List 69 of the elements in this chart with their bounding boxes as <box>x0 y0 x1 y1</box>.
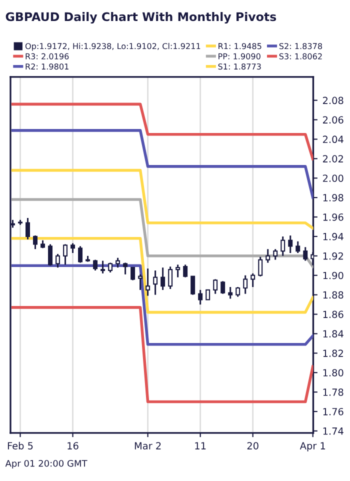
candlestick <box>63 243 68 266</box>
candlestick <box>190 276 196 296</box>
legend-label: R3: 2.0196 <box>26 53 69 60</box>
legend-label: Op:1.9172, Hi:1.9238, Lo:1.9102, Cl:1.9211 <box>25 42 200 51</box>
y-tick-label: 2.04 <box>322 136 344 144</box>
y-tick-label: 2.02 <box>322 155 343 162</box>
x-tick-label: 11 <box>195 442 206 450</box>
candlestick <box>176 264 180 278</box>
candlestick <box>168 266 173 290</box>
candlestick <box>228 286 233 300</box>
candlestick <box>78 245 83 264</box>
candlestick <box>273 248 278 261</box>
y-tick-label: 1.82 <box>323 350 343 357</box>
legend-label: S3: 1.8062 <box>279 53 322 60</box>
candlestick <box>220 280 226 295</box>
candlestick <box>198 289 203 306</box>
y-tick-label: 1.88 <box>323 291 344 299</box>
candlestick <box>160 266 166 291</box>
candlestick <box>26 217 30 240</box>
candlestick <box>206 289 210 300</box>
text: Apr 01 20:00 GMT <box>5 460 88 469</box>
chart-title: GBPAUD Daily Chart With Monthly Pivots <box>6 12 276 24</box>
y-tick-label: 1.74 <box>323 428 344 435</box>
legend-label: S2: 1.8378 <box>279 43 322 50</box>
legend-label: R2: 1.9801 <box>26 64 68 70</box>
candlestick <box>288 234 293 254</box>
y-tick-label: 1.96 <box>323 213 344 221</box>
candlestick <box>213 278 218 295</box>
legend-label: PP: 1.9090 <box>218 53 260 60</box>
candlestick <box>48 243 53 266</box>
y-tick-label: 1.76 <box>323 408 344 416</box>
candlestick <box>153 270 158 296</box>
y-tick-label: 2.08 <box>322 96 344 104</box>
candlestick <box>243 274 248 295</box>
candlestick <box>116 257 120 268</box>
candlestick <box>250 272 256 288</box>
x-tick-label: 16 <box>68 442 78 450</box>
candlestick <box>138 274 143 291</box>
y-tick-label: 1.92 <box>323 252 343 260</box>
x-tick-label: Apr 1 <box>300 442 326 452</box>
candlestick <box>56 253 60 268</box>
legend-label: S1: 1.8773 <box>218 64 261 70</box>
x-tick-label: 20 <box>247 442 258 450</box>
candlestick <box>70 242 76 254</box>
x-tick-label: Mar 2 <box>134 442 161 450</box>
candlestick <box>303 246 308 262</box>
y-tick-label: 2.00 <box>322 174 344 182</box>
candlestick <box>33 234 38 250</box>
legend-label: R1: 1.9485 <box>218 43 262 50</box>
y-tick-label: 1.86 <box>323 310 344 318</box>
candlestick <box>123 262 128 276</box>
y-tick-label: 1.98 <box>323 194 344 202</box>
candlestick <box>146 268 150 297</box>
candlestick <box>108 262 113 274</box>
y-tick-label: 1.84 <box>323 330 344 338</box>
candlestick <box>130 266 136 281</box>
candlestick <box>258 256 263 278</box>
candlestick <box>100 260 106 274</box>
y-tick-label: 2.06 <box>322 116 344 124</box>
candlestick <box>266 248 270 264</box>
x-tick-label: Feb 5 <box>8 442 33 450</box>
y-tick-label: 1.90 <box>323 272 344 280</box>
candlestick <box>280 236 286 257</box>
candlestick <box>236 286 240 298</box>
y-tick-label: 1.94 <box>323 232 344 240</box>
y-tick-label: 1.80 <box>323 369 344 376</box>
y-tick-label: 1.78 <box>323 388 344 396</box>
candlestick <box>183 264 188 278</box>
candlestick <box>296 240 300 254</box>
